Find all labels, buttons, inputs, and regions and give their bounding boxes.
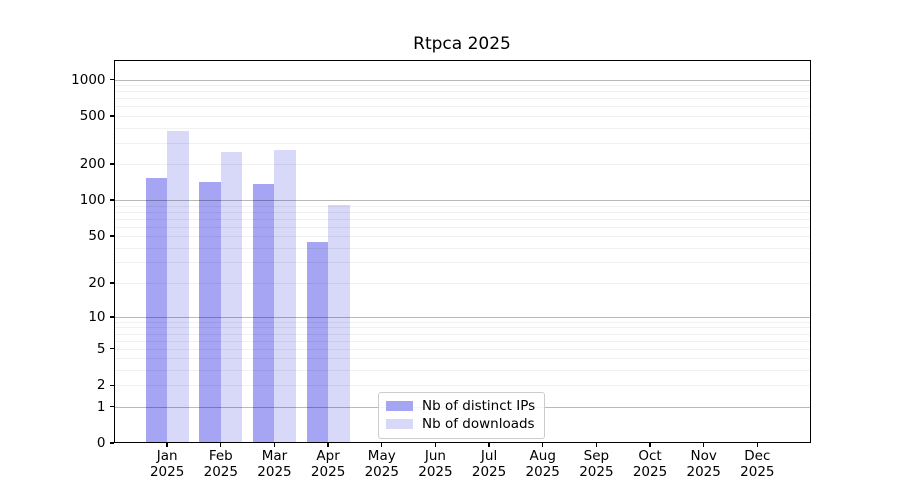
bar-downloads: [328, 204, 350, 442]
y-tick-mark: [109, 235, 114, 237]
y-tick-mark: [109, 442, 114, 444]
y-tick-mark: [109, 199, 114, 201]
minor-gridline: [114, 236, 810, 238]
minor-gridline: [114, 85, 810, 87]
legend-swatch-downloads: [386, 419, 413, 429]
minor-gridline: [114, 211, 810, 213]
y-tick-label: 100: [79, 192, 106, 209]
x-tick-label: Feb 2025: [203, 448, 238, 480]
y-tick-label: 0: [96, 435, 106, 451]
y-tick-mark: [109, 316, 114, 318]
minor-gridline: [114, 358, 810, 360]
x-tick-label: Aug 2025: [525, 448, 560, 480]
minor-gridline: [114, 262, 810, 264]
x-tick-mark: [434, 443, 437, 447]
chart-title: Rtpca 2025: [413, 34, 511, 54]
x-tick-label: Dec 2025: [740, 448, 775, 480]
x-tick-mark: [220, 443, 222, 447]
y-tick-mark: [109, 405, 114, 408]
bar-distinct-ips: [145, 178, 168, 442]
y-tick-label: 5: [96, 340, 106, 357]
legend-item-distinct-ips: Nb of distinct IPs: [386, 397, 535, 415]
x-tick-label: Nov 2025: [686, 448, 721, 480]
legend-label-distinct-ips: Nb of distinct IPs: [422, 398, 536, 414]
x-tick-mark: [327, 443, 329, 447]
legend-swatch-distinct-ips: [386, 401, 413, 411]
x-tick-mark: [595, 443, 598, 447]
y-tick-mark: [109, 282, 114, 284]
y-tick-mark: [109, 163, 114, 165]
minor-gridline: [114, 340, 810, 342]
plot-area: [113, 60, 811, 443]
x-tick-label: May 2025: [364, 448, 399, 480]
y-tick-label: 10: [88, 308, 106, 325]
bar-downloads: [274, 149, 296, 442]
y-tick-mark: [109, 348, 114, 350]
x-tick-mark: [273, 443, 276, 447]
minor-gridline: [114, 247, 810, 249]
minor-gridline: [114, 282, 810, 284]
x-tick-mark: [166, 443, 168, 447]
legend: Nb of distinct IPs Nb of downloads: [378, 392, 546, 439]
y-tick-label: 200: [79, 155, 106, 172]
minor-gridline: [114, 142, 810, 144]
minor-gridline: [114, 218, 810, 220]
major-gridline: [114, 200, 810, 202]
x-tick-mark: [649, 443, 651, 447]
x-tick-mark: [488, 443, 490, 447]
major-gridline: [114, 316, 810, 318]
y-tick-mark: [109, 78, 114, 81]
x-tick-label: Jul 2025: [471, 448, 507, 480]
x-tick-mark: [381, 443, 383, 447]
x-tick-mark: [702, 443, 705, 447]
minor-gridline: [114, 98, 810, 100]
y-tick-label: 2: [96, 377, 106, 394]
x-tick-label: Mar 2025: [257, 448, 292, 480]
x-tick-label: Apr 2025: [310, 448, 346, 480]
minor-gridline: [114, 226, 810, 228]
bar-distinct-ips: [306, 241, 329, 442]
minor-gridline: [114, 91, 810, 93]
minor-gridline: [114, 106, 810, 108]
y-tick-label: 1: [96, 398, 106, 415]
y-tick-label: 50: [88, 228, 106, 245]
minor-gridline: [114, 205, 810, 207]
x-tick-mark: [542, 443, 544, 447]
minor-gridline: [114, 333, 810, 335]
legend-item-downloads: Nb of downloads: [386, 415, 535, 433]
y-tick-mark: [109, 384, 114, 386]
bar-downloads: [220, 152, 243, 442]
legend-label-downloads: Nb of downloads: [422, 416, 535, 432]
bar-distinct-ips: [252, 183, 275, 442]
minor-gridline: [114, 321, 810, 323]
x-tick-label: Oct 2025: [632, 448, 668, 480]
minor-gridline: [114, 327, 810, 329]
major-gridline: [114, 79, 810, 81]
y-tick-label: 20: [88, 274, 106, 291]
minor-gridline: [114, 348, 810, 350]
bar-distinct-ips: [199, 181, 221, 442]
x-tick-mark: [756, 443, 759, 447]
x-tick-label: Sep 2025: [579, 448, 614, 480]
x-tick-label: Jun 2025: [418, 448, 453, 480]
minor-gridline: [114, 115, 810, 117]
bar-downloads: [167, 131, 189, 442]
y-tick-label: 500: [79, 107, 106, 124]
minor-gridline: [114, 163, 810, 165]
x-tick-label: Jan 2025: [149, 448, 185, 480]
y-tick-mark: [109, 115, 114, 117]
minor-gridline: [114, 127, 810, 129]
minor-gridline: [114, 370, 810, 372]
minor-gridline: [114, 385, 810, 387]
y-tick-label: 1000: [71, 71, 106, 88]
